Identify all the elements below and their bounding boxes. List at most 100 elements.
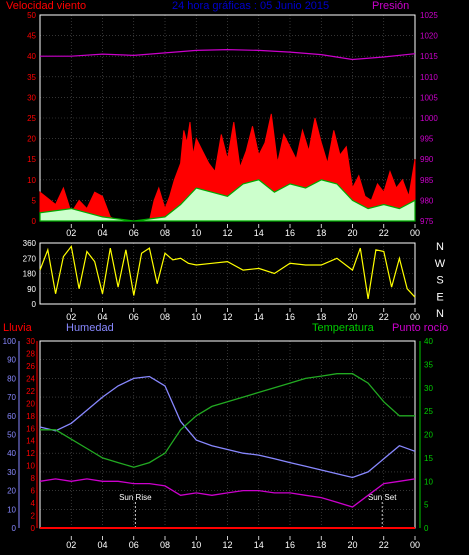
wind-x-tick-label: 08 [160,228,170,238]
wind-y-tick-label: 20 [27,135,36,144]
humidity-label: Humedad [66,322,114,334]
wind-y-tick-label: 5 [32,196,37,205]
dir-x-tick-label: 04 [97,312,107,322]
dir-x-tick-label: 06 [129,312,139,322]
pressure-y-tick-label: 975 [420,217,434,226]
wind-pressure-chart: 0510152025303540455097598098599099510001… [27,11,438,238]
pressure-line [40,48,416,61]
sunrise-label: Sun Rise [119,493,152,502]
wind-y-tick-label: 40 [27,52,36,61]
climate-x-tick-label: 12 [222,540,232,550]
temperature-label: Temperatura [312,322,375,334]
dir-x-tick-label: 10 [191,312,201,322]
humidity-y-tick-label: 20 [7,487,16,496]
pressure-label: Presión [372,0,409,12]
rain-y-tick-label: 0 [31,524,36,533]
wind-x-tick-label: 14 [254,228,264,238]
humidity-y-tick-label: 80 [7,374,16,383]
climate-x-tick-label: 16 [285,540,295,550]
direction-y-tick-label: 270 [23,254,37,263]
humidity-y-tick-label: 40 [7,449,16,458]
pressure-y-tick-label: 1005 [420,93,438,102]
rain-y-tick-label: 30 [26,337,35,346]
temperature-y-tick-label: 5 [424,501,429,510]
rain-y-tick-label: 26 [26,362,35,371]
dew-point-label: Punto rocío [392,322,448,334]
dir-x-tick-label: 02 [66,312,76,322]
pressure-y-tick-label: 985 [420,176,434,185]
rain-y-tick-label: 2 [31,512,36,521]
pressure-y-tick-label: 1015 [420,52,438,61]
wind-speed-label: Velocidad viento [6,0,86,12]
dir-x-tick-label: 00 [410,312,420,322]
wind-y-tick-label: 45 [27,32,36,41]
temperature-y-tick-label: 15 [424,454,433,463]
humidity-y-tick-label: 60 [7,412,16,421]
wind-x-tick-label: 18 [316,228,326,238]
wind-x-tick-label: 16 [285,228,295,238]
wind-x-tick-label: 00 [410,228,420,238]
climate-x-tick-label: 02 [66,540,76,550]
rain-y-tick-label: 10 [26,462,35,471]
temperature-line [40,373,415,468]
wind-y-tick-label: 30 [27,93,36,102]
sunset-label: Sun Set [368,493,397,502]
compass-label: N [436,308,444,320]
wind-x-tick-label: 02 [66,228,76,238]
wind-y-tick-label: 10 [27,176,36,185]
compass-label: N [436,241,444,253]
rain-y-tick-label: 14 [26,437,35,446]
rain-y-tick-label: 4 [31,499,36,508]
dir-x-tick-label: 22 [379,312,389,322]
wind-x-tick-label: 10 [191,228,201,238]
humidity-y-tick-label: 0 [12,524,17,533]
climate-x-tick-label: 08 [160,540,170,550]
rain-y-tick-label: 8 [31,474,36,483]
temperature-y-tick-label: 35 [424,360,433,369]
humidity-y-tick-label: 90 [7,356,16,365]
dir-x-tick-label: 18 [316,312,326,322]
dir-x-tick-label: 14 [254,312,264,322]
pressure-y-tick-label: 995 [420,135,434,144]
rain-y-tick-label: 28 [26,349,35,358]
wind-x-tick-label: 20 [347,228,357,238]
temperature-y-tick-label: 30 [424,384,433,393]
rain-label: Lluvia [3,322,33,334]
climate-x-tick-label: 00 [410,540,420,550]
climate-x-tick-label: 20 [347,540,357,550]
direction-y-tick-label: 90 [27,285,36,294]
humidity-y-tick-label: 10 [7,505,16,514]
pressure-y-tick-label: 980 [420,196,434,205]
wind-y-tick-label: 35 [27,73,36,82]
direction-plot-frame [39,242,416,305]
humidity-y-tick-label: 30 [7,468,16,477]
temperature-y-tick-label: 0 [424,524,429,533]
direction-y-tick-label: 0 [32,300,37,309]
climate-x-tick-label: 10 [191,540,201,550]
temperature-y-tick-label: 10 [424,477,433,486]
chart-title: 24 hora gráficas : 05 Junio 2015 [172,0,329,12]
compass-label: W [435,258,446,270]
rain-y-tick-label: 24 [26,374,35,383]
dir-x-tick-label: 16 [285,312,295,322]
wind-x-tick-label: 04 [97,228,107,238]
wind-x-tick-label: 06 [129,228,139,238]
rain-y-tick-label: 6 [31,487,36,496]
pressure-y-tick-label: 1010 [420,73,438,82]
compass-label: S [436,275,443,287]
dir-x-tick-label: 08 [160,312,170,322]
dir-x-tick-label: 20 [347,312,357,322]
dew-point-line [39,478,416,508]
climate-x-tick-label: 06 [129,540,139,550]
direction-y-tick-label: 360 [23,239,37,248]
direction-y-tick-label: 180 [23,270,37,279]
rain-y-tick-label: 22 [26,387,35,396]
humidity-y-tick-label: 50 [7,431,16,440]
pressure-y-tick-label: 1000 [420,114,438,123]
pressure-y-tick-label: 1020 [420,32,438,41]
wind-y-tick-label: 0 [32,217,37,226]
temperature-y-tick-label: 25 [424,407,433,416]
